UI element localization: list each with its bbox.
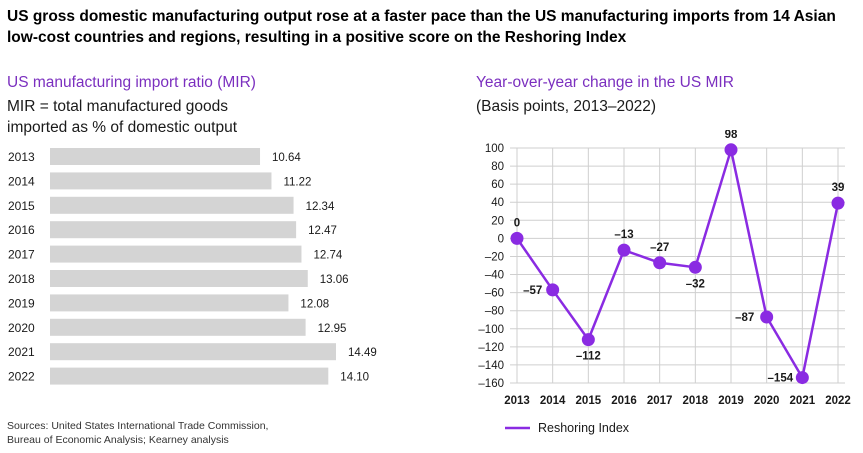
bar-value-label: 11.22 [283, 176, 311, 188]
data-label: –87 [735, 312, 754, 324]
bar-year-label: 2014 [8, 174, 35, 188]
y-tick-label: 40 [491, 197, 504, 209]
data-point [688, 260, 702, 274]
yoy-panel-subheading: (Basis points, 2013–2022) [476, 98, 657, 115]
mir-description-line1: MIR = total manufactured goods [7, 98, 228, 115]
mir-bar [50, 245, 302, 263]
sources-line1: Sources: United States International Tra… [7, 420, 269, 432]
y-tick-label: 60 [491, 179, 504, 191]
y-tick-label: –40 [485, 270, 504, 282]
sources-note: Sources: United States International Tra… [7, 419, 268, 447]
bar-year-label: 2013 [8, 150, 35, 164]
bar-year-label: 2022 [8, 370, 35, 384]
mir-panel-heading: US manufacturing import ratio (MIR) [7, 74, 256, 91]
bar-value-label: 10.64 [272, 152, 301, 164]
data-point [581, 333, 595, 347]
data-point [724, 143, 738, 157]
yoy-panel-heading: Year-over-year change in the US MIR [476, 74, 734, 91]
y-tick-label: –100 [478, 324, 504, 336]
x-tick-label: 2015 [576, 395, 602, 407]
data-label: –154 [768, 373, 794, 385]
data-label: 0 [514, 217, 520, 229]
mir-bar [50, 196, 294, 214]
bar-value-label: 12.74 [313, 250, 342, 262]
mir-bar [50, 294, 289, 312]
bar-year-label: 2021 [8, 345, 35, 359]
data-label: –13 [614, 229, 633, 241]
y-tick-label: 20 [491, 215, 504, 227]
data-point [546, 283, 560, 297]
x-tick-label: 2022 [825, 395, 851, 407]
mir-description-line2: imported as % of domestic output [7, 119, 238, 136]
x-tick-label: 2019 [718, 395, 744, 407]
y-tick-label: –140 [478, 360, 504, 372]
x-tick-label: 2021 [790, 395, 816, 407]
x-tick-label: 2018 [683, 395, 709, 407]
data-point [617, 243, 631, 257]
bar-year-label: 2018 [8, 272, 35, 286]
bar-value-label: 12.95 [318, 323, 347, 335]
y-tick-label: –120 [478, 342, 504, 354]
bar-value-label: 13.06 [320, 274, 349, 286]
y-tick-label: –160 [478, 378, 504, 390]
bar-value-label: 14.49 [348, 347, 377, 359]
mir-bar [50, 318, 306, 336]
bar-value-label: 14.10 [340, 372, 369, 384]
y-tick-label: –60 [485, 288, 504, 300]
x-tick-label: 2016 [611, 395, 637, 407]
data-label: –112 [576, 351, 601, 363]
mir-bar [50, 343, 336, 361]
mir-bar [50, 367, 329, 385]
bar-year-label: 2017 [8, 248, 35, 262]
bar-value-label: 12.08 [300, 298, 329, 310]
bar-year-label: 2019 [8, 296, 35, 310]
data-point [831, 196, 845, 210]
bar-year-label: 2015 [8, 199, 35, 213]
data-label: –32 [686, 278, 705, 290]
data-label: 39 [832, 182, 845, 194]
data-point [795, 371, 809, 385]
data-label: –27 [650, 242, 669, 254]
bar-year-label: 2016 [8, 223, 35, 237]
data-point [653, 256, 667, 270]
mir-bar [50, 172, 272, 190]
y-tick-label: –20 [485, 251, 504, 263]
bar-value-label: 12.47 [308, 225, 337, 237]
data-label: 98 [725, 130, 738, 141]
chart-title: US gross domestic manufacturing output r… [7, 8, 836, 46]
sources-line2: Bureau of Economic Analysis; Kearney ana… [7, 434, 229, 446]
data-point [510, 231, 524, 245]
mir-bar [50, 148, 261, 165]
data-point [760, 310, 774, 324]
y-tick-label: 0 [498, 233, 504, 245]
yoy-line-chart: 100 80 60 40 20 0 –20 –40 –60 –80 –100 –120 –140 –160… [478, 130, 851, 435]
y-tick-label: 100 [485, 143, 504, 155]
bar-year-label: 2020 [8, 321, 35, 335]
x-tick-label: 2014 [540, 395, 566, 407]
x-tick-label: 2020 [754, 395, 780, 407]
data-label: –57 [523, 285, 542, 297]
mir-bar-chart: 2013 10.64 2014 11.22 2015 12.34 2016 12.47 2017… [8, 148, 377, 385]
x-tick-label: 2017 [647, 395, 673, 407]
reshoring-index-line [515, 148, 840, 379]
y-tick-label: –80 [485, 306, 504, 318]
mir-bar [50, 221, 297, 239]
y-tick-label: 80 [491, 161, 504, 173]
bar-value-label: 12.34 [306, 201, 335, 213]
mir-bar [50, 270, 308, 287]
legend-label: Reshoring Index [538, 421, 630, 435]
x-tick-label: 2013 [504, 395, 530, 407]
